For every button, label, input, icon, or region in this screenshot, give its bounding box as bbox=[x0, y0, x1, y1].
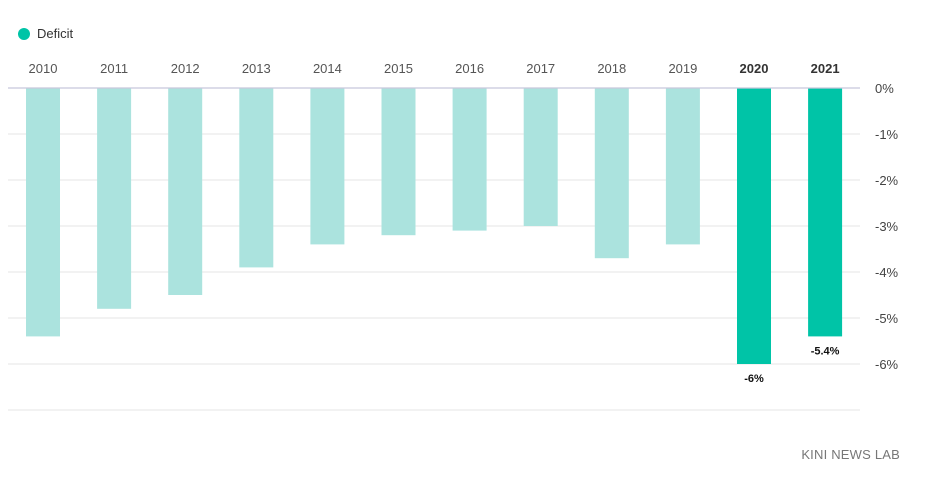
data-label-2021: -5.4% bbox=[811, 345, 840, 357]
bar-2011 bbox=[97, 88, 132, 309]
x-tick-label-2021: 2021 bbox=[811, 61, 840, 76]
x-axis-ticks: 2010 2011 2012 2013 2014 2015 2016 2017 2018 2019… bbox=[29, 61, 840, 76]
legend: Deficit bbox=[18, 26, 73, 41]
bar-2016 bbox=[452, 88, 487, 231]
y-tick-label: -5% bbox=[875, 311, 899, 326]
bar-2020 bbox=[737, 88, 771, 364]
x-tick-label-2018: 2018 bbox=[597, 61, 626, 76]
data-labels: -6% -5.4% bbox=[744, 345, 839, 385]
x-tick-label-2015: 2015 bbox=[384, 61, 413, 76]
y-tick-label: -6% bbox=[875, 357, 899, 372]
bar-2017 bbox=[523, 88, 558, 226]
bar-2014 bbox=[310, 88, 345, 245]
y-tick-label: -3% bbox=[875, 219, 899, 234]
y-tick-label: 0% bbox=[875, 81, 894, 96]
legend-swatch-deficit bbox=[18, 27, 30, 40]
x-tick-label-2013: 2013 bbox=[242, 61, 271, 76]
data-label-2020: -6% bbox=[744, 373, 764, 385]
x-tick-label-2014: 2014 bbox=[313, 61, 342, 76]
x-tick-label-2019: 2019 bbox=[668, 61, 697, 76]
bar-2021 bbox=[808, 88, 843, 337]
x-tick-label-2010: 2010 bbox=[29, 61, 58, 76]
x-tick-label-2016: 2016 bbox=[455, 61, 484, 76]
y-tick-label: -4% bbox=[875, 265, 899, 280]
x-tick-label-2020: 2020 bbox=[740, 61, 769, 76]
y-axis-ticks: 0% -1% -2% -3% -4% -5% -6% bbox=[875, 81, 899, 372]
bar-2012 bbox=[168, 88, 203, 295]
bar-2019 bbox=[665, 88, 700, 245]
legend-label-deficit: Deficit bbox=[37, 26, 74, 41]
x-tick-label-2011: 2011 bbox=[100, 61, 128, 76]
bar-2010 bbox=[26, 88, 60, 337]
bar-2018 bbox=[594, 88, 629, 259]
x-tick-label-2017: 2017 bbox=[526, 61, 555, 76]
y-tick-label: -1% bbox=[875, 127, 899, 142]
bar-2013 bbox=[239, 88, 274, 268]
grid-lines bbox=[8, 133, 860, 411]
bars bbox=[26, 88, 843, 364]
y-tick-label: -2% bbox=[875, 173, 899, 188]
bar-2015 bbox=[381, 88, 416, 236]
x-tick-label-2012: 2012 bbox=[171, 61, 200, 76]
source-credit: KINI NEWS LAB bbox=[801, 447, 900, 462]
